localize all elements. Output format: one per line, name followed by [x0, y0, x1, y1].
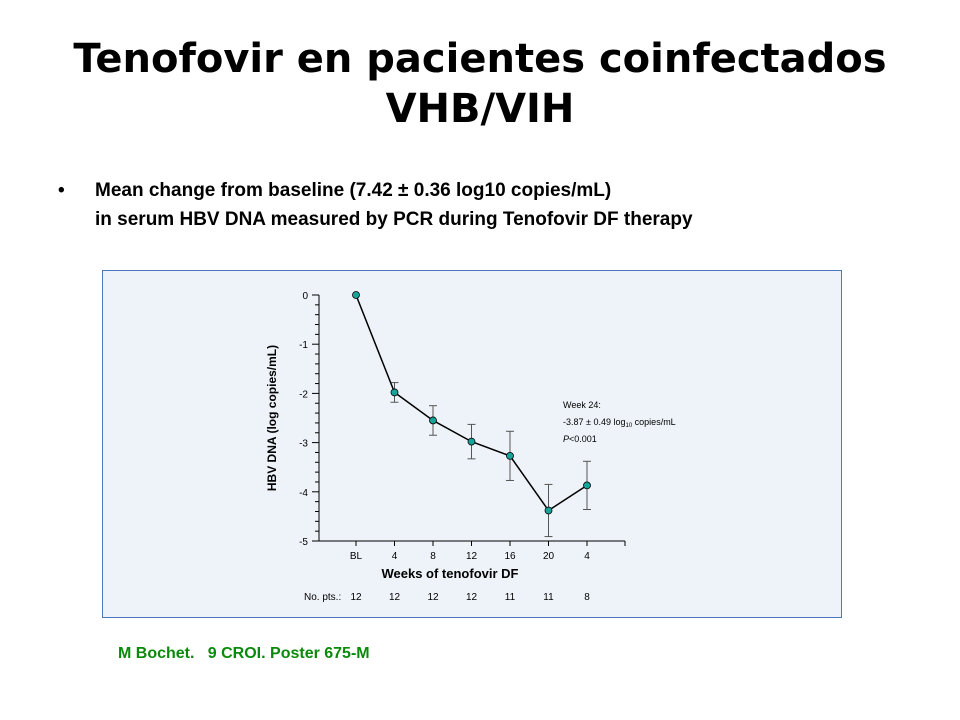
- x-tick-label: 20: [543, 551, 555, 562]
- x-axis-title: Weeks of tenofovir DF: [381, 566, 518, 581]
- bullet-dot: •: [58, 180, 65, 201]
- data-point: [583, 481, 591, 490]
- data-point: [429, 416, 437, 425]
- x-tick-label: 12: [466, 551, 478, 562]
- x-tick-label: 8: [430, 551, 436, 562]
- patients-count: 12: [389, 592, 401, 603]
- patients-row-label: No. pts.:: [304, 592, 341, 603]
- y-tick-label: -3: [299, 439, 308, 450]
- data-point: [352, 291, 360, 299]
- slide-title-line-2: VHB/VIH: [385, 86, 575, 132]
- data-point: [390, 388, 399, 397]
- patients-count: 11: [505, 592, 516, 603]
- hbv-dna-line-chart: 0 -1 -2 -3 -4 -5 BL 4 8 12 16 20 4 Weeks of tenofovir…: [265, 291, 676, 603]
- x-tick-label: 16: [504, 551, 516, 562]
- data-point: [544, 506, 553, 515]
- x-tick-label: 4: [584, 551, 590, 562]
- patients-count: 11: [543, 592, 554, 603]
- patients-count: 12: [350, 592, 362, 603]
- slide-title-line-1: Tenofovir en pacientes coinfectados: [73, 36, 887, 82]
- annotation-line-2: -3.87 ± 0.49 log10 copies/mL: [563, 417, 676, 429]
- bullet-text-line-1: Mean change from baseline (7.42 ± 0.36 l…: [95, 180, 612, 201]
- patients-count: 12: [427, 592, 439, 603]
- y-tick-label: 0: [302, 291, 308, 302]
- bullet-text: Mean change from baseline (7.42 ± 0.36 l…: [95, 176, 693, 234]
- y-tick-label: -1: [299, 340, 308, 351]
- bullet-text-line-2: in serum HBV DNA measured by PCR during …: [95, 209, 693, 230]
- chart-frame: 0 -1 -2 -3 -4 -5 BL 4 8 12 16 20 4 Weeks of tenofovir…: [102, 270, 842, 618]
- annotation-line-1: Week 24:: [563, 400, 601, 410]
- patients-count: 12: [466, 592, 478, 603]
- annotation-line-3: P<0.001: [563, 434, 597, 444]
- slide-title: Tenofovir en pacientes coinfectados VHB/…: [0, 34, 960, 134]
- x-tick-label: BL: [350, 551, 363, 562]
- y-tick-label: -4: [299, 488, 308, 499]
- data-point: [506, 451, 514, 460]
- x-tick-label: 4: [392, 551, 398, 562]
- patients-count: 8: [584, 592, 590, 603]
- citation: M Bochet. 9 CROI. Poster 675-M: [118, 645, 370, 662]
- y-axis-title: HBV DNA (log copies/mL): [265, 345, 279, 491]
- y-tick-label: -2: [299, 389, 308, 400]
- y-tick-label: -5: [299, 537, 308, 548]
- data-point: [467, 437, 476, 446]
